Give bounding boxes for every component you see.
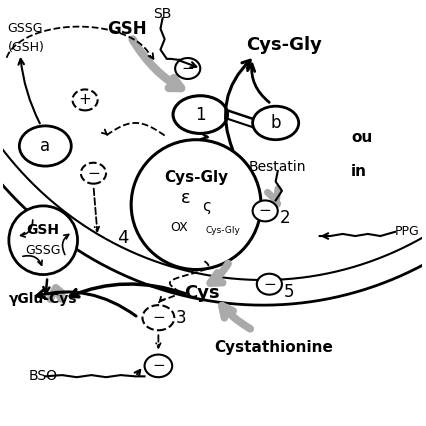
Ellipse shape [257, 274, 282, 295]
FancyArrowPatch shape [322, 233, 328, 239]
Text: −: − [259, 203, 271, 219]
FancyArrowPatch shape [180, 60, 196, 67]
Text: Cystathionine: Cystathionine [214, 340, 333, 354]
Text: γGlu-Cys: γGlu-Cys [9, 292, 78, 306]
Text: GSH: GSH [107, 20, 147, 38]
Text: 1: 1 [195, 106, 206, 124]
Text: BSO: BSO [29, 369, 58, 383]
Ellipse shape [253, 201, 278, 222]
Text: ε: ε [181, 189, 190, 207]
Ellipse shape [142, 305, 174, 330]
Text: −: − [152, 358, 165, 373]
Text: 2: 2 [280, 210, 291, 227]
FancyArrowPatch shape [132, 40, 181, 88]
FancyArrowPatch shape [43, 279, 49, 294]
Text: in: in [351, 164, 367, 178]
Ellipse shape [19, 126, 71, 166]
Text: GSSG: GSSG [26, 244, 61, 257]
FancyArrowPatch shape [222, 306, 250, 329]
Text: Cys-Gly: Cys-Gly [246, 37, 322, 55]
Text: Cys-Gly: Cys-Gly [205, 226, 240, 235]
Ellipse shape [173, 96, 227, 133]
Ellipse shape [81, 163, 106, 184]
FancyArrowPatch shape [50, 288, 62, 299]
Text: Bestatin: Bestatin [249, 160, 306, 174]
Text: GSSG: GSSG [8, 22, 43, 35]
Text: 3: 3 [176, 309, 187, 327]
Text: Cys: Cys [184, 284, 220, 302]
FancyArrowPatch shape [135, 370, 140, 376]
FancyArrowPatch shape [18, 59, 40, 124]
FancyArrowPatch shape [63, 234, 69, 255]
Text: GSH: GSH [27, 223, 60, 237]
FancyArrowPatch shape [37, 290, 136, 316]
Text: (GSH): (GSH) [8, 41, 44, 54]
FancyArrowPatch shape [201, 133, 208, 139]
Ellipse shape [253, 106, 299, 140]
Text: PPG: PPG [395, 225, 420, 239]
FancyArrowPatch shape [268, 189, 278, 204]
Text: −: − [181, 61, 194, 76]
FancyArrowPatch shape [156, 335, 161, 348]
FancyArrowPatch shape [70, 284, 185, 297]
Text: OX: OX [170, 221, 188, 234]
Text: a: a [40, 137, 50, 155]
Ellipse shape [175, 58, 200, 79]
Text: ς: ς [202, 199, 211, 214]
FancyArrowPatch shape [210, 264, 228, 283]
Text: ou: ou [351, 130, 372, 145]
Text: Cys-Gly: Cys-Gly [164, 170, 228, 185]
FancyArrowPatch shape [149, 53, 153, 59]
Text: −: − [87, 166, 100, 181]
Circle shape [9, 206, 78, 275]
FancyArrowPatch shape [159, 297, 164, 302]
Text: 4: 4 [117, 229, 129, 247]
FancyArrowPatch shape [23, 256, 42, 265]
FancyArrowPatch shape [248, 64, 269, 102]
Text: +: + [79, 92, 92, 107]
FancyArrowPatch shape [102, 130, 107, 135]
Text: −: − [263, 277, 276, 292]
Circle shape [131, 140, 261, 270]
Text: b: b [271, 114, 281, 132]
Text: 5: 5 [284, 283, 295, 301]
Text: SB: SB [153, 7, 172, 21]
Text: −: − [152, 310, 165, 325]
FancyArrowPatch shape [225, 60, 250, 150]
FancyArrowPatch shape [94, 189, 99, 231]
Ellipse shape [144, 354, 172, 377]
FancyArrowPatch shape [20, 220, 33, 237]
Ellipse shape [72, 89, 98, 110]
